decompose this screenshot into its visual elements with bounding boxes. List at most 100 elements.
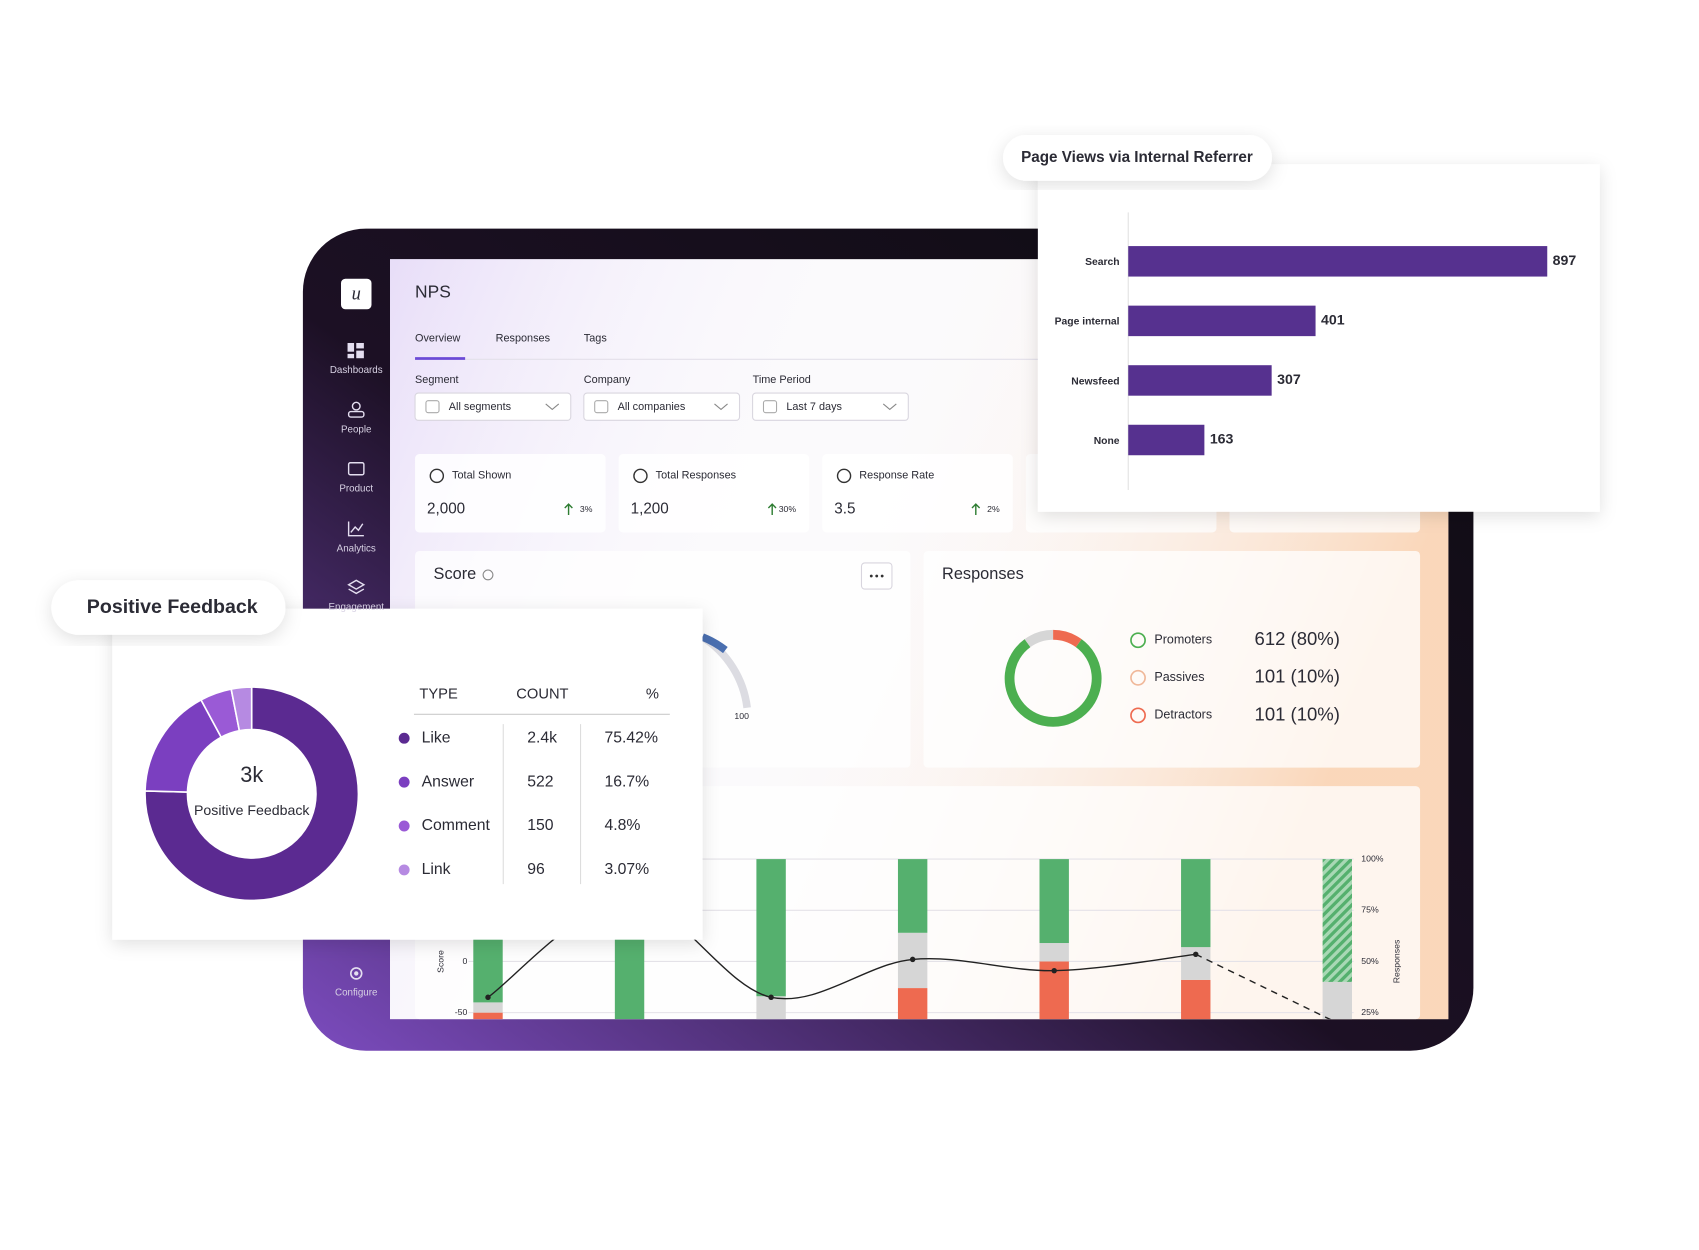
row-dot bbox=[398, 732, 410, 744]
sidebar-item[interactable]: Analytics bbox=[337, 543, 376, 554]
stat-change: 2% bbox=[987, 504, 1000, 514]
row-percent: 75.42% bbox=[605, 729, 658, 746]
stacked-bar bbox=[1181, 859, 1211, 948]
score-point bbox=[1193, 951, 1199, 958]
stacked-bar bbox=[473, 1012, 503, 1020]
donut-segment bbox=[144, 686, 360, 902]
bar-value: 307 bbox=[1277, 371, 1301, 387]
gauge-fill bbox=[700, 633, 728, 654]
y-tick-label: 0 bbox=[462, 956, 467, 966]
stat-card bbox=[415, 454, 606, 533]
stat-label: Response Rate bbox=[859, 470, 934, 482]
stacked-bar bbox=[1039, 943, 1069, 962]
filter-label: Time Period bbox=[753, 374, 811, 386]
score-projection bbox=[1195, 953, 1332, 1020]
donut-segment bbox=[230, 686, 253, 732]
page-views-card bbox=[1037, 164, 1600, 512]
legend-value: 101 (10%) bbox=[1255, 666, 1340, 687]
row-type: Answer bbox=[422, 773, 475, 790]
bar-category: Newsfeed bbox=[1071, 376, 1119, 387]
filter-value: Last 7 days bbox=[786, 401, 842, 413]
filter-value: All segments bbox=[449, 401, 512, 413]
filter-dropdown[interactable] bbox=[752, 392, 909, 421]
up-arrow bbox=[767, 503, 777, 516]
legend-icon bbox=[1130, 669, 1146, 686]
page-views-title: Page Views via Internal Referrer bbox=[1021, 149, 1253, 166]
stat-value: 1,200 bbox=[631, 501, 669, 518]
sidebar-item[interactable]: Engagement bbox=[329, 602, 385, 613]
bar-category: Page internal bbox=[1055, 317, 1120, 328]
filter-dropdown[interactable] bbox=[414, 392, 572, 421]
row-dot bbox=[398, 820, 410, 832]
donut-segment bbox=[1052, 629, 1082, 648]
feedback-chart: Like 2.4k 75.42% Answer 522 16.7% Comment 150 4.… bbox=[144, 686, 659, 902]
row-percent: 3.07% bbox=[605, 861, 650, 878]
score-point bbox=[909, 956, 916, 963]
legend-name: Detractors bbox=[1154, 708, 1212, 722]
stacked-bar bbox=[897, 988, 928, 1020]
help-icon bbox=[482, 569, 494, 581]
sidebar-footer[interactable]: Configure bbox=[335, 988, 377, 999]
row-percent: 16.7% bbox=[605, 773, 650, 790]
y2-tick-label: 75% bbox=[1361, 905, 1379, 915]
bar-value: 897 bbox=[1553, 252, 1577, 268]
score-point bbox=[485, 994, 491, 1000]
stat-icon bbox=[836, 468, 852, 484]
stacked-bar bbox=[1181, 979, 1211, 1020]
row-dot bbox=[398, 776, 410, 788]
chevron bbox=[714, 403, 728, 411]
page-views-chart: Search 897 Page internal 401 Newsfeed 307 None… bbox=[1055, 246, 1577, 456]
row-count: 96 bbox=[527, 861, 545, 878]
filter-icon bbox=[594, 400, 609, 414]
stacked-bar bbox=[1322, 859, 1353, 982]
tab[interactable]: Responses bbox=[496, 333, 551, 345]
chevron bbox=[882, 403, 897, 411]
sidebar-item[interactable]: People bbox=[341, 425, 371, 436]
sidebar-icons bbox=[347, 342, 366, 980]
gauge-label: 100 bbox=[734, 711, 749, 721]
sidebar-item[interactable]: Dashboards bbox=[330, 365, 383, 376]
stacked-bar bbox=[756, 859, 786, 997]
bar bbox=[1128, 424, 1205, 456]
sidebar-item[interactable]: Product bbox=[339, 483, 373, 494]
score-point bbox=[1051, 967, 1057, 974]
stat-change: 30% bbox=[779, 504, 797, 514]
tab[interactable]: Tags bbox=[584, 333, 608, 345]
stacked-bar bbox=[1039, 859, 1069, 944]
up-arrow bbox=[564, 503, 573, 516]
stat-value: 2,000 bbox=[427, 501, 465, 518]
filter-icon bbox=[762, 400, 778, 414]
bar-value: 163 bbox=[1210, 431, 1234, 447]
logo: u bbox=[352, 284, 361, 304]
row-type: Like bbox=[422, 729, 451, 746]
page-title: NPS bbox=[415, 282, 451, 302]
bar-category: Search bbox=[1085, 257, 1119, 268]
bar-value: 401 bbox=[1321, 312, 1345, 328]
bar bbox=[1128, 246, 1548, 277]
column-header: TYPE bbox=[419, 687, 458, 703]
stacked-bar bbox=[756, 996, 786, 1020]
stat-icon bbox=[633, 468, 648, 484]
page-views-pill bbox=[1003, 135, 1272, 181]
feedback-total: 3k bbox=[240, 762, 263, 787]
row-type: Comment bbox=[422, 817, 491, 834]
y2-tick-label: 50% bbox=[1361, 956, 1379, 966]
active-tab-underline bbox=[415, 357, 466, 360]
bar-category: None bbox=[1094, 436, 1120, 447]
donut-segment bbox=[1004, 639, 1102, 727]
tab[interactable]: Overview bbox=[415, 333, 460, 345]
more-dots bbox=[869, 574, 884, 578]
row-percent: 4.8% bbox=[605, 817, 641, 834]
legend-value: 612 (80%) bbox=[1255, 628, 1340, 649]
row-type: Link bbox=[422, 861, 451, 878]
filter-value: All companies bbox=[618, 401, 686, 413]
row-count: 2.4k bbox=[527, 729, 557, 746]
filter-dropdown[interactable] bbox=[583, 392, 741, 421]
score-point bbox=[768, 994, 774, 1000]
stat-card bbox=[822, 454, 1013, 533]
column-header: COUNT bbox=[516, 687, 568, 703]
stat-label: Total Responses bbox=[656, 470, 737, 482]
stacked-bar bbox=[1322, 981, 1353, 1020]
